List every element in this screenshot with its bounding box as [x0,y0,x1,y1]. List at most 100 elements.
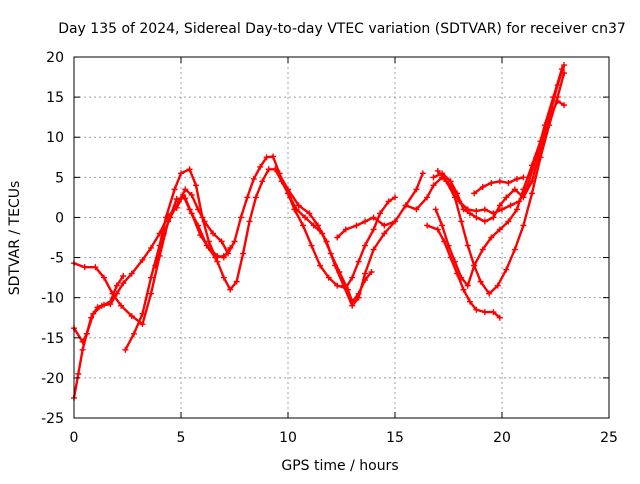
data-point [186,206,193,213]
data-point [167,214,174,221]
data-point [100,274,107,281]
data-point [430,182,437,189]
y-tick-label: -25 [41,411,64,427]
data-point [460,206,467,213]
data-point [257,163,264,170]
series-line [436,71,566,295]
data-point [473,214,480,221]
data-point [381,230,388,237]
data-point [471,190,478,197]
series-track-5 [152,153,398,292]
data-point [270,153,277,160]
data-point [171,186,178,193]
x-tick-label: 20 [493,430,511,446]
data-point [503,194,510,201]
data-point [263,154,270,161]
data-point [237,214,244,221]
data-point [511,246,518,253]
data-point [392,194,398,201]
series-track-11 [430,62,568,225]
data-point [496,226,503,233]
data-point [496,178,503,185]
data-point [432,206,439,213]
data-point [520,222,527,229]
data-point [481,206,488,213]
data-point [486,290,493,297]
data-point [466,298,473,305]
data-point [182,186,189,193]
x-tick-label: 10 [279,430,297,446]
data-point [413,206,420,213]
data-point [186,166,193,173]
data-point [246,218,253,225]
data-point [340,282,347,289]
data-point [381,222,388,229]
data-point [353,222,360,229]
data-point [507,202,514,209]
data-point [402,202,409,209]
data-point [546,122,553,129]
data-point [370,214,377,221]
data-point [334,234,341,241]
data-point [220,274,227,281]
data-point [139,256,146,263]
y-tick-label: -20 [41,371,64,387]
data-point [479,183,486,190]
data-point [451,194,458,201]
data-point [503,266,510,273]
data-point [554,94,561,101]
data-point [464,242,471,249]
data-point [520,194,527,201]
data-point [214,258,221,265]
data-point [511,186,518,193]
data-point [370,226,377,233]
data-point [424,222,431,229]
data-point [499,206,505,213]
data-point [473,208,480,215]
data-point [274,167,281,174]
data-point [265,166,272,173]
data-point [349,302,356,309]
data-point [79,346,86,353]
data-point [443,178,450,185]
data-point [244,194,251,201]
data-point [94,304,101,311]
series-line [434,99,566,287]
data-point [490,309,497,316]
data-point [488,179,495,186]
data-point [454,190,461,197]
data-point [561,102,568,109]
data-point [460,286,467,293]
data-point [81,264,88,271]
data-point [314,222,321,229]
data-point [128,270,135,277]
data-point [210,230,217,237]
data-point [445,242,452,249]
chart-title: Day 135 of 2024, Sidereal Day-to-day VTE… [58,21,626,37]
x-tick-label: 15 [386,430,404,446]
y-tick-label: -5 [50,251,64,267]
data-point [88,314,95,321]
data-point [413,186,420,193]
data-point [513,175,520,182]
data-point [100,301,107,308]
data-point [233,278,240,285]
data-point [295,202,302,209]
data-point [342,226,349,233]
data-point [496,314,503,321]
series-line [432,63,566,223]
series-layer [71,62,568,401]
data-point [231,238,238,245]
series-line [72,274,125,400]
data-point [488,234,495,241]
data-point [160,230,167,237]
data-point [308,242,315,249]
x-axis-label: GPS time / hours [281,458,398,474]
data-point [481,218,488,225]
series-track-9 [424,222,503,321]
data-point [528,190,535,197]
series-track-12 [471,174,527,197]
data-point [325,274,332,281]
